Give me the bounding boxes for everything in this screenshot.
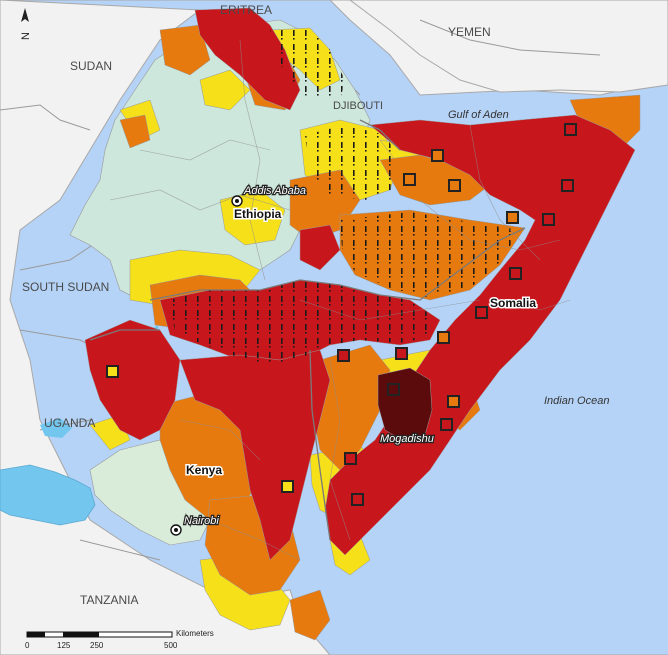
label-gulf-of-aden: Gulf of Aden [448, 109, 509, 121]
north-arrow-label: N [20, 32, 32, 40]
marker-square [403, 173, 416, 186]
marker-square [564, 123, 577, 136]
label-kenya: Kenya [186, 463, 222, 477]
hatched-area-somali [340, 212, 520, 298]
capital-markers [170, 195, 243, 536]
lake-victoria [0, 464, 96, 526]
label-uganda: UGANDA [44, 416, 95, 430]
label-djibouti: DJIBOUTI [333, 100, 383, 112]
label-eritrea: ERITREA [220, 3, 272, 17]
marker-square [106, 365, 119, 378]
label-tanzania: TANZANIA [80, 593, 138, 607]
label-mogadishu: Mogadishu [380, 433, 434, 445]
marker-square [440, 418, 453, 431]
north-arrow-icon [21, 8, 29, 22]
famine-risk-area [377, 367, 433, 443]
marker-square [448, 179, 461, 192]
hatched-area-south [170, 280, 435, 366]
label-addis-ababa: Addis Ababa [243, 185, 306, 197]
label-indian-ocean: Indian Ocean [544, 395, 609, 407]
label-south-sudan: SOUTH SUDAN [22, 280, 109, 294]
label-nairobi: Nairobi [184, 515, 219, 527]
scale-tick-0: 0 [25, 641, 30, 650]
scale-unit-label: Kilometers [176, 629, 214, 638]
marker-square [509, 267, 522, 280]
markers [106, 123, 577, 506]
marker-square [542, 213, 555, 226]
scale-bar: 0 125 250 500 Kilometers [25, 629, 214, 650]
marker-square [351, 493, 364, 506]
marker-square [447, 395, 460, 408]
marker-square [387, 383, 400, 396]
marker-square [281, 480, 294, 493]
marker-square [475, 306, 488, 319]
marker-square [506, 211, 519, 224]
label-ethiopia: Ethiopia [234, 207, 282, 221]
label-somalia: Somalia [490, 296, 536, 310]
marker-square [337, 349, 350, 362]
hatched-area-north [270, 28, 345, 100]
scale-tick-500: 500 [164, 641, 178, 650]
marker-square [437, 331, 450, 344]
national-borders [89, 119, 526, 541]
admin-borders [109, 39, 571, 561]
marker-square [344, 452, 357, 465]
lake-small-1 [40, 418, 72, 438]
arabian-peninsula [349, 0, 668, 93]
marker-square [431, 149, 444, 162]
scale-tick-250: 250 [90, 641, 104, 650]
label-yemen: YEMEN [448, 25, 491, 39]
label-sudan: SUDAN [70, 59, 112, 73]
marker-square [395, 347, 408, 360]
hatched-area-afar [305, 125, 400, 200]
marker-square [561, 179, 574, 192]
scale-tick-125: 125 [57, 641, 71, 650]
